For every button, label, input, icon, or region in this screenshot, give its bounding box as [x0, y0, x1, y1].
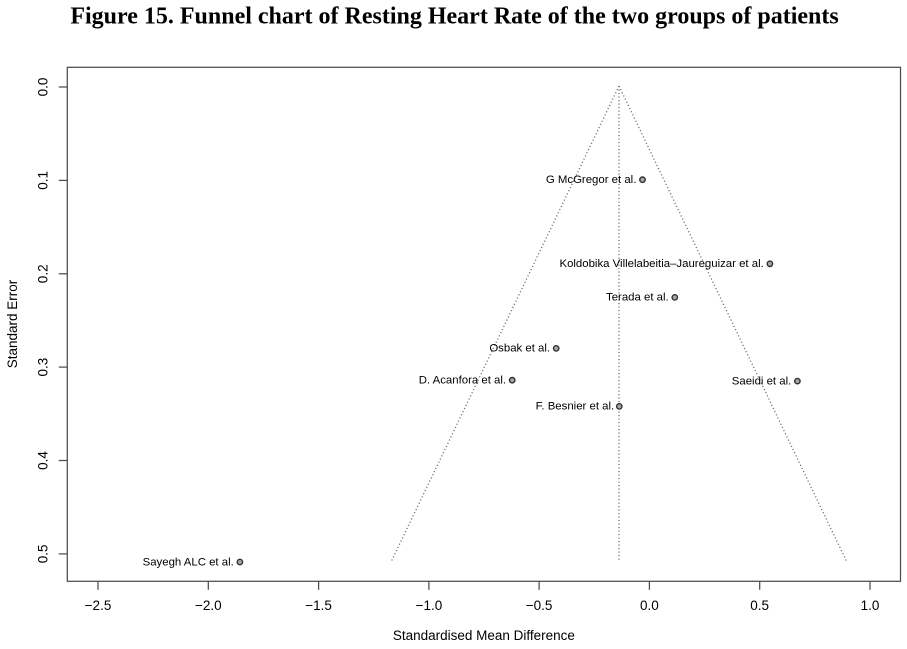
svg-text:−1.0: −1.0 — [416, 598, 443, 613]
svg-text:0.0: 0.0 — [36, 78, 51, 97]
svg-text:D. Acanfora et al.: D. Acanfora et al. — [419, 375, 506, 387]
svg-text:0.0: 0.0 — [640, 598, 659, 613]
svg-text:Standard Error: Standard Error — [5, 279, 20, 368]
svg-text:0.5: 0.5 — [36, 545, 51, 564]
svg-text:0.1: 0.1 — [36, 171, 51, 190]
svg-text:−2.0: −2.0 — [195, 598, 222, 613]
svg-text:Koldobika Villelabeitia–Jaureg: Koldobika Villelabeitia–Jaureguizar et a… — [559, 258, 763, 270]
svg-text:0.3: 0.3 — [36, 358, 51, 377]
svg-text:−0.5: −0.5 — [526, 598, 553, 613]
svg-text:−2.5: −2.5 — [85, 598, 112, 613]
svg-text:Sayegh ALC et al.: Sayegh ALC et al. — [143, 556, 234, 568]
svg-text:Saeidi et al.: Saeidi et al. — [732, 375, 792, 387]
svg-text:0.5: 0.5 — [750, 598, 769, 613]
svg-text:G McGregor et al.: G McGregor et al. — [546, 174, 637, 186]
svg-text:F. Besnier et al.: F. Besnier et al. — [536, 401, 615, 413]
svg-text:1.0: 1.0 — [861, 598, 880, 613]
svg-text:Figure 15. Funnel chart of Res: Figure 15. Funnel chart of Resting Heart… — [70, 4, 838, 30]
svg-text:Terada et al.: Terada et al. — [606, 292, 669, 304]
svg-text:0.4: 0.4 — [36, 451, 51, 470]
svg-text:Osbak et al.: Osbak et al. — [489, 343, 550, 355]
svg-text:−1.5: −1.5 — [305, 598, 332, 613]
svg-text:Standardised Mean Difference: Standardised Mean Difference — [393, 628, 575, 643]
svg-text:0.2: 0.2 — [36, 264, 51, 283]
